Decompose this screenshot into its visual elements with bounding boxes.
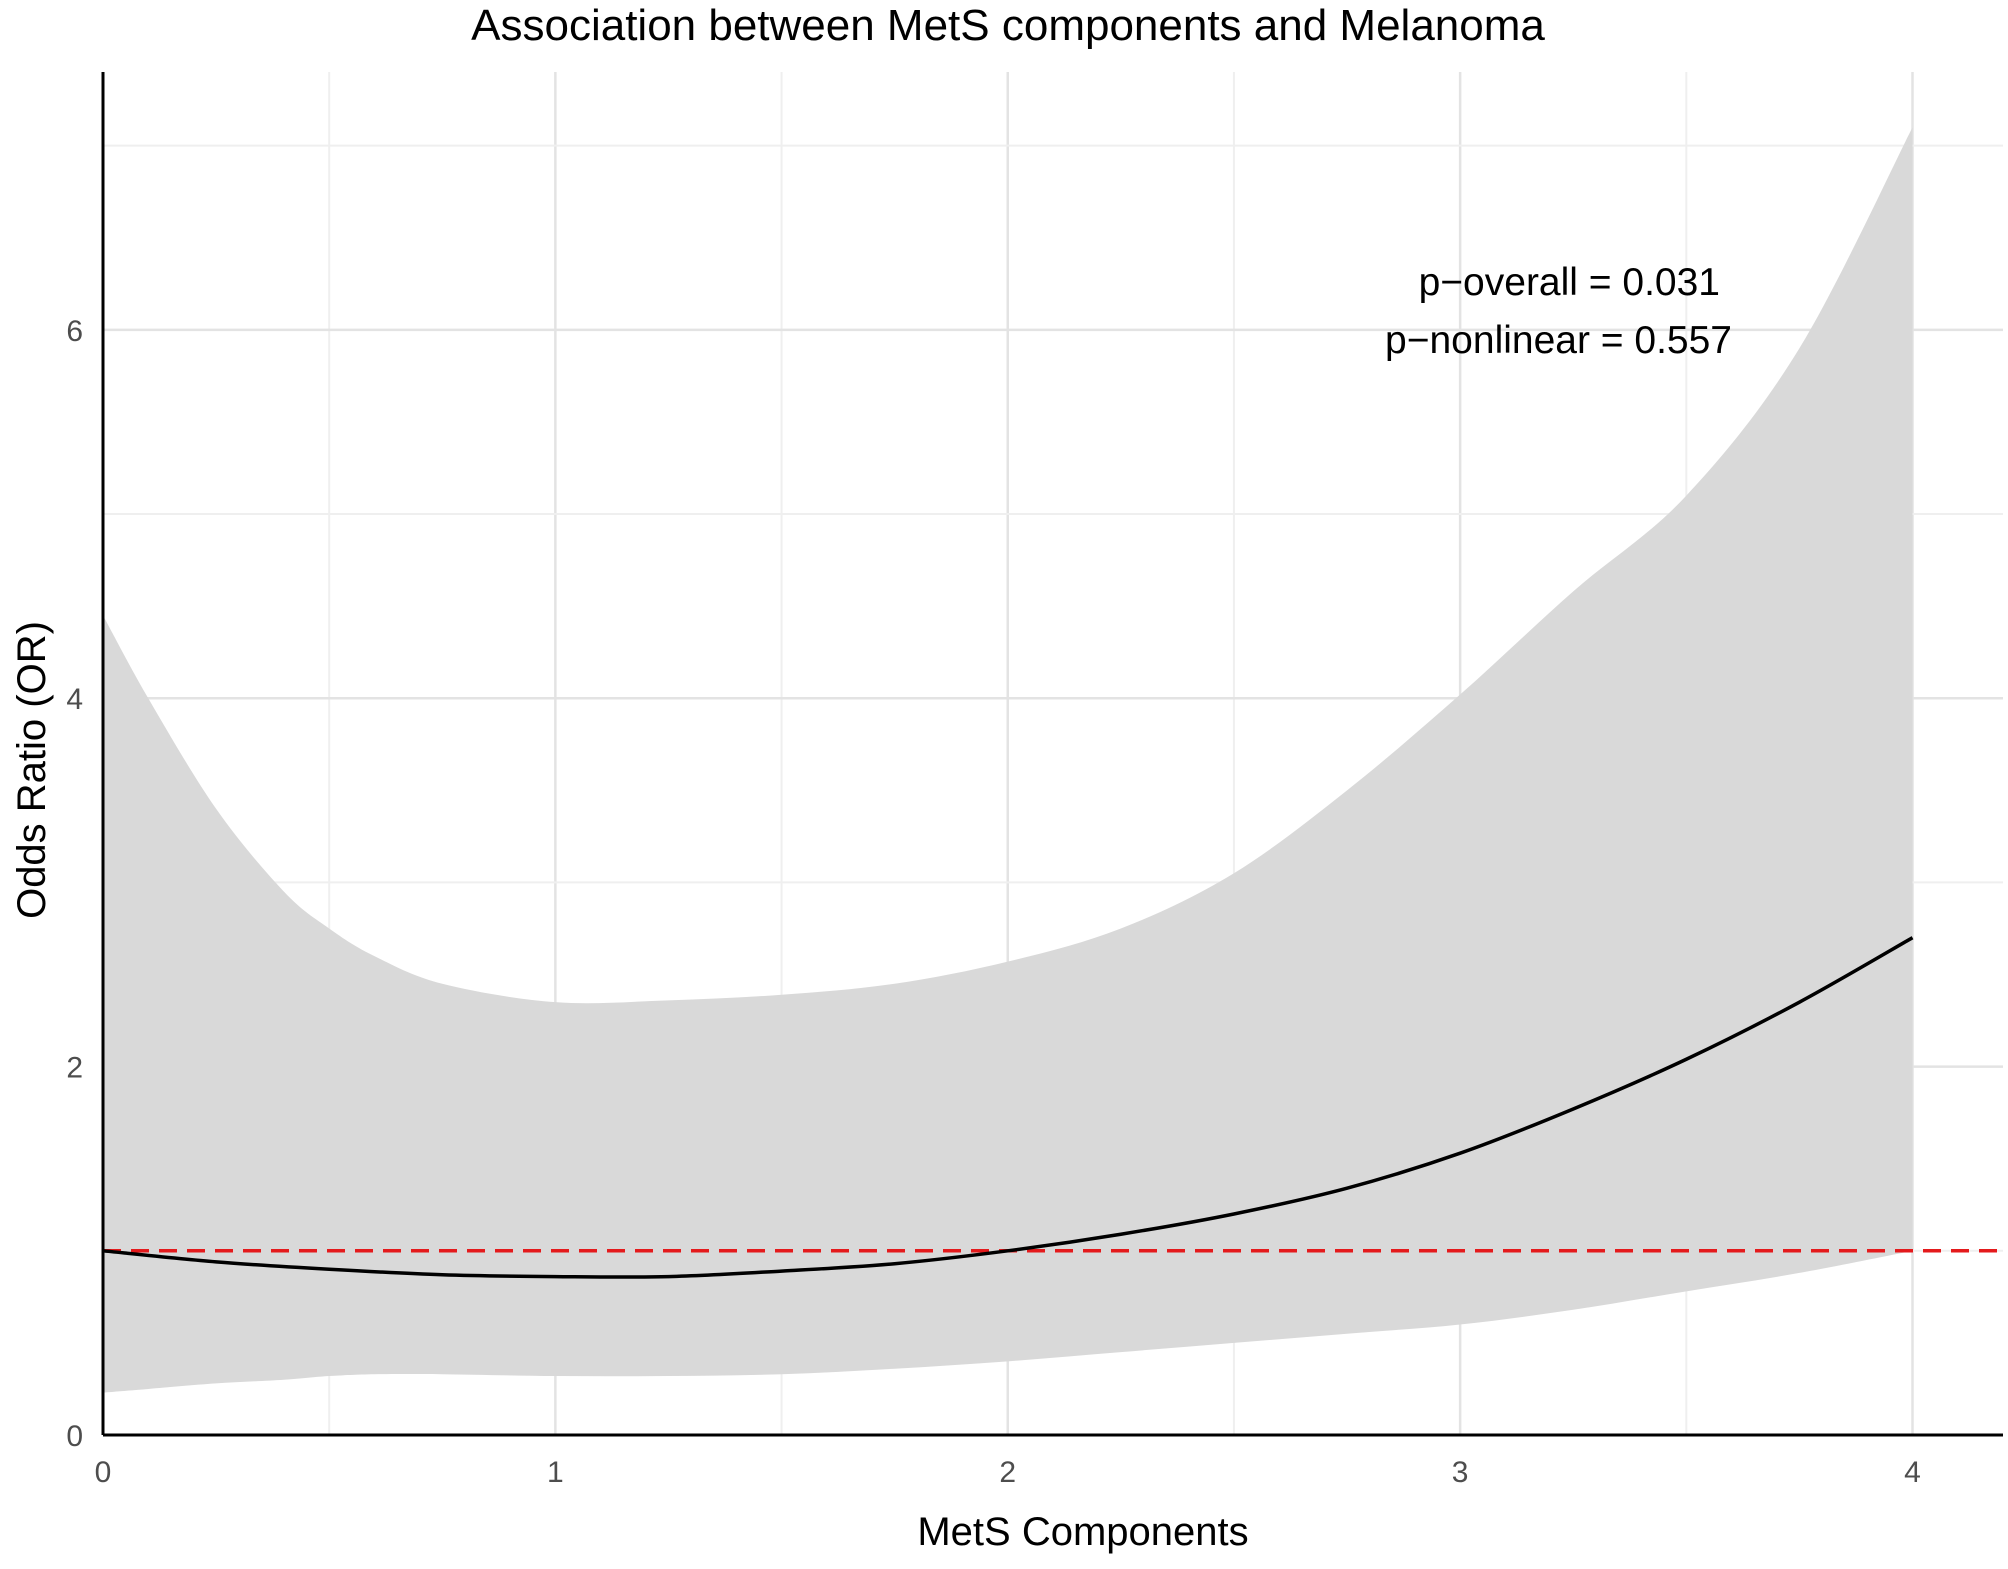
x-tick-label: 0	[95, 1456, 112, 1489]
series-line-or	[102, 936, 1914, 1279]
x-tick-label: 3	[1452, 1456, 1469, 1489]
y-tick-label: 4	[66, 683, 83, 716]
x-axis-label: MetS Components	[917, 1510, 1248, 1554]
y-tick-label: 2	[66, 1052, 83, 1085]
annotation-p-overall: p−overall = 0.031	[1419, 261, 1720, 304]
y-axis-label: Odds Ratio (OR)	[10, 621, 54, 919]
chart-title: Association between MetS components and …	[471, 1, 1545, 50]
y-tick-labels: 0 2 4 6	[66, 315, 83, 1453]
x-tick-label: 2	[999, 1456, 1016, 1489]
annotation-p-nonlinear: p−nonlinear = 0.557	[1385, 319, 1732, 362]
y-tick-label: 6	[66, 315, 83, 348]
y-tick-label: 0	[66, 1420, 83, 1453]
x-tick-label: 1	[547, 1456, 564, 1489]
confidence-band	[103, 127, 1913, 1393]
x-tick-label: 4	[1904, 1456, 1921, 1489]
x-tick-labels: 0 1 2 3 4	[95, 1456, 1921, 1489]
